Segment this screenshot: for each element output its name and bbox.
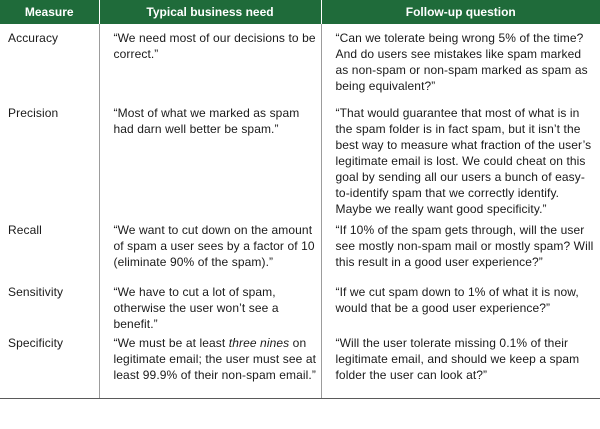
measure-cell: Specificity <box>0 332 100 399</box>
question-cell: “That would guarantee that most of what … <box>335 106 592 216</box>
table-row: Accuracy “We need most of our decisions … <box>0 24 600 100</box>
measure-cell: Accuracy <box>0 24 100 100</box>
need-cell: “We have to cut a lot of spam, otherwise… <box>99 282 322 332</box>
need-cell: “We need most of our decisions to be cor… <box>99 24 322 100</box>
need-cell: “Most of what we marked as spam had darn… <box>99 100 322 220</box>
need-text-emphasis: three nines <box>228 336 290 350</box>
table-row: Precision “Most of what we marked as spa… <box>0 100 600 220</box>
measures-table: Measure Typical business need Follow-up … <box>0 0 600 399</box>
need-text-before: “We must be at least <box>113 336 229 350</box>
need-cell: “We want to cut down on the amount of sp… <box>99 220 322 282</box>
question-cell: “Can we tolerate being wrong 5% of the t… <box>335 31 588 93</box>
question-cell: “Will the user tolerate missing 0.1% of … <box>321 332 600 399</box>
table-body: Accuracy “We need most of our decisions … <box>0 24 600 399</box>
header-measure: Measure <box>0 0 100 24</box>
table-row: Sensitivity “We have to cut a lot of spa… <box>0 282 600 332</box>
table-header: Measure Typical business need Follow-up … <box>0 0 600 24</box>
header-row: Measure Typical business need Follow-up … <box>0 0 600 24</box>
header-need: Typical business need <box>99 0 322 24</box>
measure-cell: Recall <box>0 220 100 282</box>
measure-cell: Sensitivity <box>0 282 100 332</box>
question-cell: “If 10% of the spam gets through, will t… <box>335 223 594 269</box>
question-cell: “If we cut spam down to 1% of what it is… <box>335 285 579 315</box>
table-row: Specificity “We must be at least three n… <box>0 332 600 399</box>
need-cell: “We must be at least three nines on legi… <box>99 332 322 399</box>
header-question: Follow-up question <box>321 0 600 24</box>
measure-cell: Precision <box>0 100 100 220</box>
table-row: Recall “We want to cut down on the amoun… <box>0 220 600 282</box>
need-text-after: on legitimate email; the user must see a… <box>113 336 317 382</box>
